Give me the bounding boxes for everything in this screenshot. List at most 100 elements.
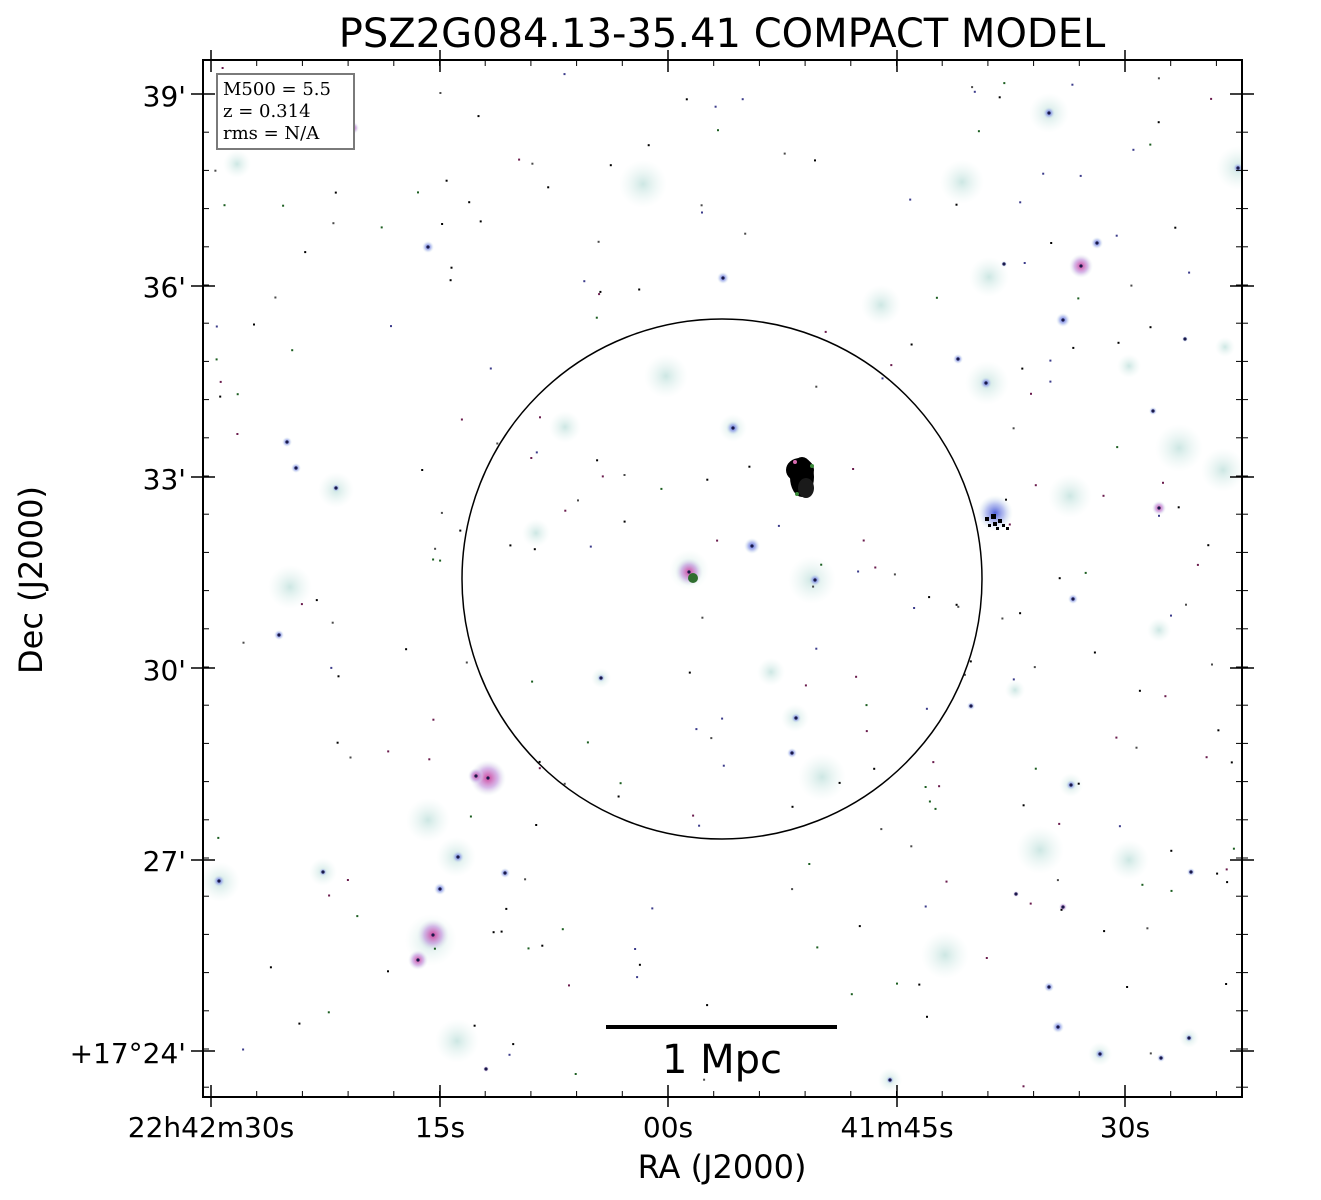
source-core: [484, 1067, 488, 1071]
noise-speck: [445, 179, 448, 182]
noise-speck: [1207, 544, 1210, 547]
noise-speck: [717, 129, 719, 132]
noise-speck: [623, 520, 626, 523]
noise-speck: [274, 296, 277, 299]
noise-speck: [530, 457, 533, 459]
noise-speck: [1012, 678, 1015, 681]
noise-speck: [533, 548, 536, 551]
noise-speck: [1060, 908, 1063, 911]
noise-speck: [291, 349, 294, 352]
info-mass: M500 = 5.5: [223, 79, 331, 100]
noise-speck: [862, 539, 865, 542]
diffuse-halo: [268, 565, 312, 609]
noise-speck: [428, 758, 431, 761]
noise-speck: [1058, 822, 1061, 825]
noise-speck: [714, 105, 717, 108]
noise-speck: [955, 203, 958, 206]
noise-speck: [300, 603, 303, 606]
source-core: [1189, 870, 1193, 874]
noise-speck: [387, 970, 389, 973]
y-tick-label: 36': [143, 271, 186, 304]
noise-speck: [814, 159, 816, 162]
noise-speck: [874, 566, 877, 569]
noise-speck: [1019, 612, 1022, 615]
noise-speck: [219, 395, 222, 398]
noise-speck: [479, 220, 482, 223]
diffuse-halo: [1155, 424, 1203, 472]
noise-speck: [913, 607, 916, 609]
y-tick-label: +17°24': [70, 1037, 186, 1070]
noise-speck: [688, 671, 691, 674]
source-core: [456, 855, 460, 859]
source-core: [503, 871, 507, 875]
noise-speck: [1008, 523, 1011, 526]
noise-speck: [741, 98, 744, 101]
noise-speck: [405, 648, 408, 651]
noise-speck: [1135, 746, 1138, 749]
r500-aperture-circle: [461, 318, 983, 840]
noise-speck: [1023, 262, 1026, 264]
info-redshift: z = 0.314: [223, 101, 311, 122]
noise-speck: [957, 605, 960, 608]
noise-speck: [330, 666, 333, 669]
noise-speck: [1217, 729, 1220, 732]
noise-speck: [583, 280, 586, 283]
noise-speck: [380, 226, 383, 229]
source-core: [731, 426, 735, 430]
noise-speck: [432, 718, 435, 721]
scale-bar-label: 1 Mpc: [662, 1037, 782, 1083]
noise-speck: [1050, 242, 1053, 244]
noise-speck: [816, 946, 819, 949]
noise-speck: [1115, 234, 1118, 237]
noise-speck: [469, 815, 472, 818]
noise-speck: [1205, 756, 1208, 759]
noise-speck: [1210, 97, 1213, 100]
source-core: [1098, 1052, 1102, 1056]
axis-ticks: [191, 50, 1254, 1107]
noise-speck: [873, 767, 876, 770]
noise-speck: [928, 800, 931, 803]
noise-speck: [1001, 617, 1004, 620]
noise-speck: [242, 641, 245, 644]
noise-speck: [356, 915, 359, 918]
noise-speck: [638, 963, 641, 966]
noise-speck: [791, 805, 794, 808]
noise-speck: [1056, 879, 1059, 882]
noise-speck: [298, 1022, 301, 1025]
noise-speck: [945, 880, 948, 883]
noise-speck: [651, 907, 654, 910]
noise-speck: [1034, 484, 1037, 487]
noise-speck: [1174, 226, 1177, 229]
noise-speck: [417, 191, 419, 194]
noise-speck: [531, 680, 534, 683]
noise-speck: [508, 1053, 511, 1056]
y-tick-label: 30': [143, 654, 186, 687]
source-core: [416, 958, 420, 962]
noise-speck: [660, 487, 663, 490]
noise-speck: [349, 756, 352, 759]
source-core: [1002, 262, 1006, 266]
noise-speck: [617, 795, 620, 798]
diffuse-halo: [1215, 337, 1235, 357]
noise-speck: [547, 186, 550, 189]
noise-speck: [815, 385, 818, 388]
figure-title: PSZ2G084.13-35.41 COMPACT MODEL: [339, 11, 1106, 57]
noise-speck: [1157, 77, 1160, 80]
noise-speck: [721, 717, 724, 720]
noise-speck: [1003, 82, 1006, 85]
noise-speck: [938, 785, 941, 788]
source-core: [426, 245, 430, 249]
source-core: [431, 933, 435, 937]
x-tick-label: 41m45s: [840, 1111, 953, 1144]
source-core: [1159, 1056, 1163, 1060]
noise-speck: [1157, 121, 1160, 124]
noise-speck: [971, 86, 974, 89]
diffuse-halo: [1005, 680, 1025, 700]
y-tick-label: 39': [143, 80, 186, 113]
noise-speck: [955, 603, 958, 606]
y-tick-label: 33': [143, 463, 186, 496]
noise-speck: [500, 930, 503, 933]
noise-speck: [223, 204, 226, 207]
noise-speck: [1162, 481, 1164, 484]
noise-speck: [880, 828, 883, 831]
